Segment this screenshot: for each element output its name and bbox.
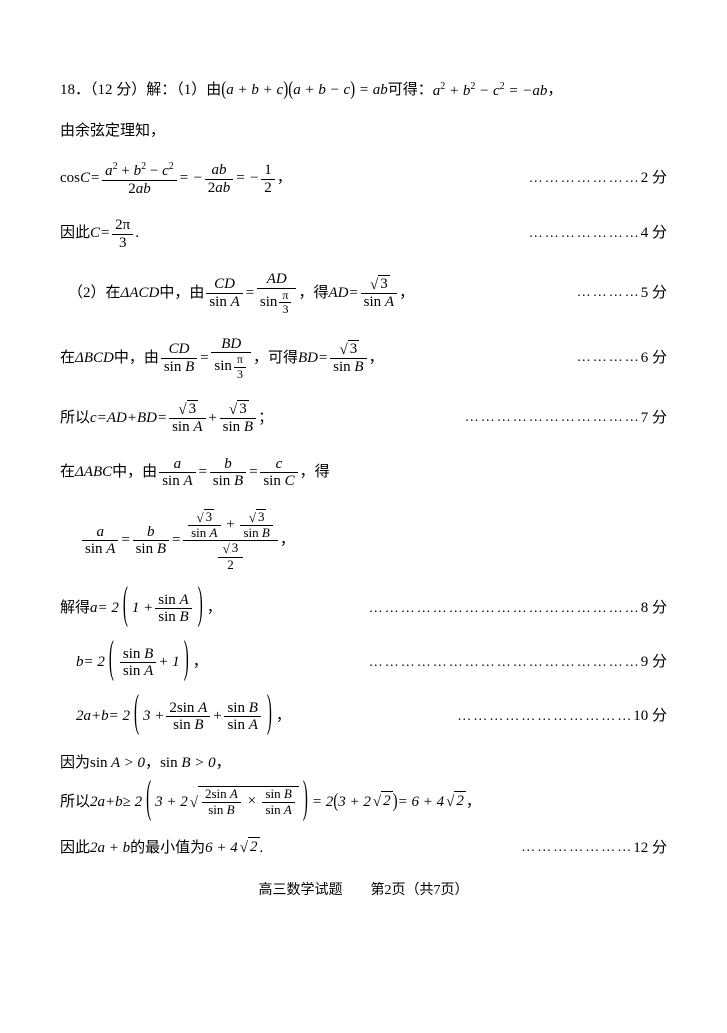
comma: ， [369,349,384,369]
big-frac-line: asin A = bsin B = 3sin A + 3sin B 32 ， [80,510,667,572]
score-9: 9 分 [641,653,667,673]
solve-a-line: 解得 a = 2(1 + sin Asin B ) ， ………………………………… [60,592,667,626]
page-footer: 高三数学试题 第2页（共7页） [60,879,667,899]
min-label: 的最小值为 [130,839,205,859]
score-2: 2 分 [641,169,667,189]
problem-header-line: 18 ．（12 分）解：（1）由 (a + b + c)(a + b − c) … [60,80,667,102]
c-sum-line: 所以 c = AD + BD = 3sin A + 3sin B ； ……………… [60,401,667,436]
score-6: 6 分 [641,349,667,369]
dots: ………………… [529,225,641,243]
comma: ， [547,81,562,101]
derive-label: 可得： [388,81,433,101]
so-label: 所以 [60,409,90,429]
problem-number: 18 [60,81,75,101]
solve-b-line: b = 2( sin Bsin A + 1) ， ………………………………………… [76,646,667,680]
score-8: 8 分 [641,599,667,619]
bcd-line: 在 ΔBCD 中，由 CDsin B = BDsinπ3 ，可得 BD = 3s… [60,336,667,381]
dots: ………………… [521,839,633,857]
score-7: 7 分 [641,409,667,429]
dots: …………………………………………… [369,654,641,672]
points-label: ．（12 分）解：（1）由 [75,81,221,101]
in-label: 中，由 [159,284,204,304]
because-label: 因为 [60,754,90,774]
part2-label: （2）在 [68,284,121,304]
cosine-law-line: 由余弦定理知， [60,122,667,142]
so2-label: 所以 [60,793,90,813]
because-line: 因为 sin A > 0 ， sin B > 0 ， [60,754,667,774]
comma: ， [399,284,414,304]
score-5: 5 分 [641,284,667,304]
in-label: 中，由 [114,349,159,369]
comma: ， [145,754,160,774]
score-4: 4 分 [641,224,667,244]
comma: ， [277,169,292,189]
period: . [135,224,139,244]
c-value-line: 因此 C = 2π3 . ………………… 4 分 [60,217,667,251]
dots: ………… [577,349,641,367]
final-line: 因此 2a + b 的最小值为 6 + 42 . ………………… 12 分 [60,838,667,859]
page: 18 ．（12 分）解：（1）由 (a + b + c)(a + b − c) … [0,0,727,1033]
score-10: 10 分 [633,707,667,727]
score-12: 12 分 [633,839,667,859]
solve-label: 解得 [60,599,90,619]
cosc-line: cosC = a2 + b2 − c22ab = −ab2ab = −12 ， … [60,161,667,197]
gives-label: ，可得 [253,349,298,369]
cosine-law-label: 由余弦定理知， [60,122,165,142]
dots: …………………………… [457,708,633,726]
part2-acd-line: （2）在 ΔACD 中，由 CDsin A = ADsinπ3 ，得 AD = … [60,271,667,316]
abc-line: 在 ΔABC 中，由 asin A = bsin B = csin C ，得 [60,456,667,490]
therefore2-label: 因此 [60,839,90,859]
dots: …………………………… [465,409,641,427]
semicolon: ； [258,409,273,429]
two-a-b-line: 2a + b = 2(3 + 2sin Asin B + sin Bsin A … [76,700,667,734]
therefore-label: 因此 [60,224,90,244]
in-label: 中，由 [112,463,157,483]
get-label: ，得 [298,284,328,304]
period: . [260,839,264,859]
inequality-line: 所以 2a + b ≥ 2(3 + 2 2sin Asin B × sin Bs… [60,787,667,818]
comma: ， [216,754,231,774]
dots: …………………………………………… [369,600,641,618]
dots: ………………… [529,170,641,188]
dots: ………… [577,284,641,302]
